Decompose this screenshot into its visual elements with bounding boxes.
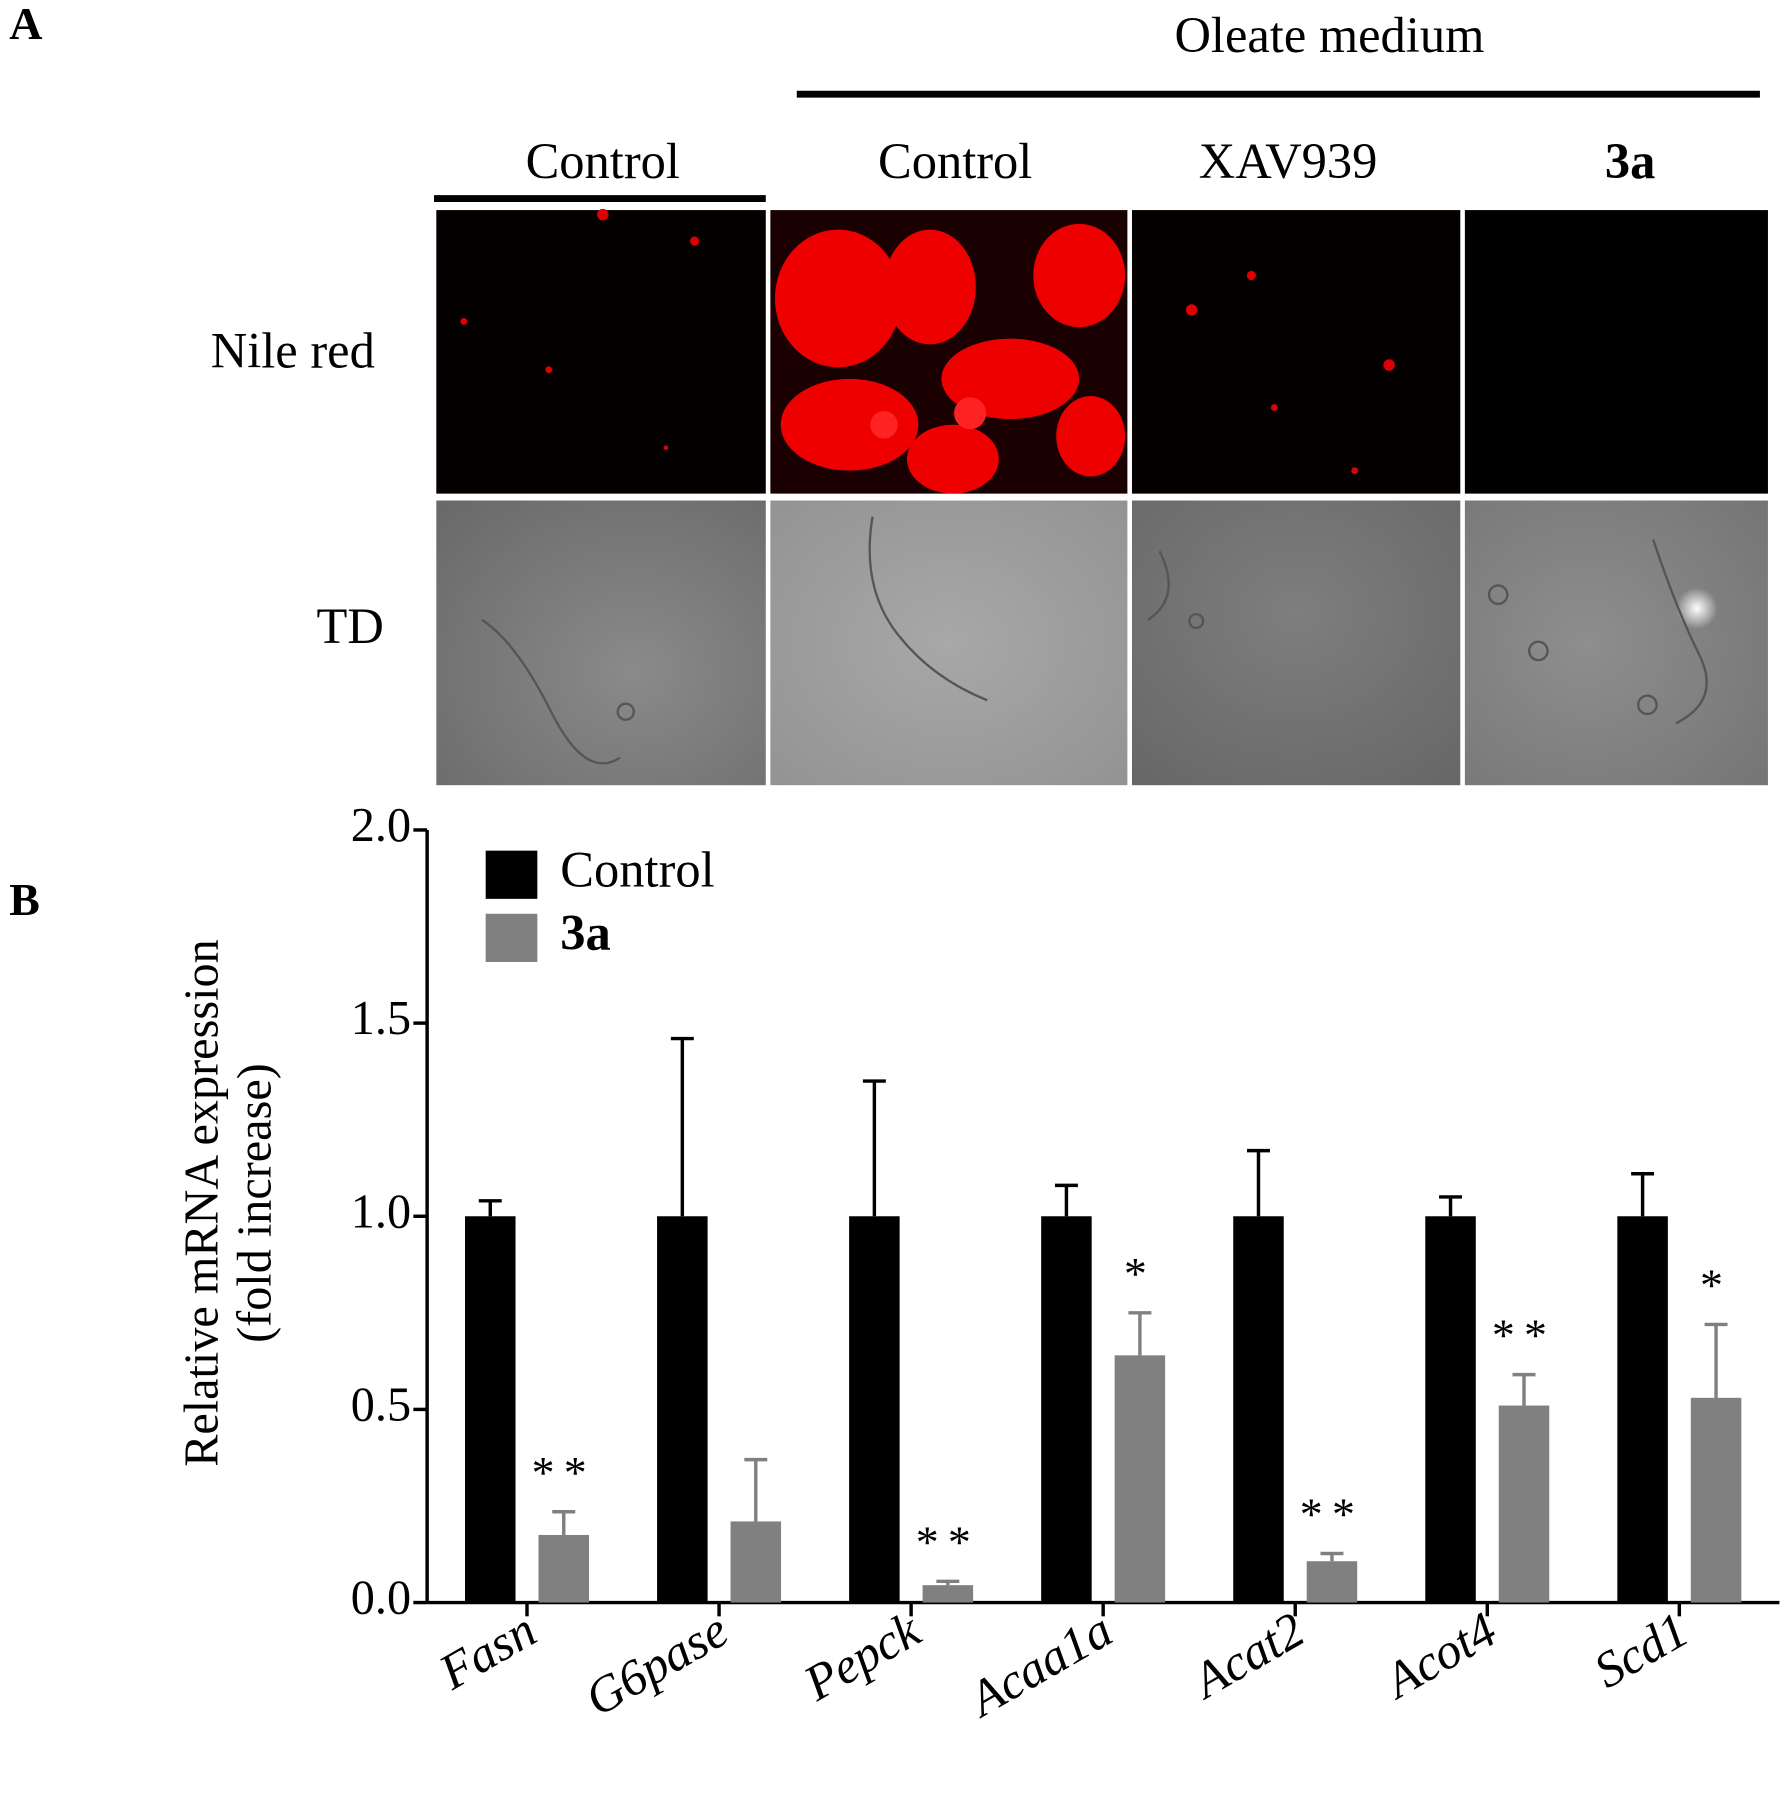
- image: [1464, 500, 1768, 786]
- bar: [538, 1534, 589, 1603]
- y-axis-label-line: Relative mRNA expression: [176, 939, 229, 1466]
- bar: [465, 1216, 516, 1603]
- column-label: Control: [526, 133, 680, 189]
- droplets: [460, 208, 700, 450]
- bar: [657, 1216, 708, 1603]
- bar: [1498, 1405, 1550, 1603]
- image: [1464, 210, 1768, 494]
- row-label: Nile red: [211, 322, 375, 378]
- cell-outlines: [481, 516, 1708, 765]
- image: [436, 500, 766, 786]
- y-tick-label: 0.5: [351, 1378, 411, 1431]
- bar: [730, 1521, 782, 1603]
- column-label: Control: [878, 133, 1032, 189]
- significance: *: [1700, 1260, 1732, 1311]
- bar: [1233, 1216, 1284, 1603]
- legend-swatch: [485, 850, 538, 899]
- image: [770, 500, 1128, 786]
- droplets: [1185, 270, 1395, 475]
- significance: **: [916, 1516, 980, 1567]
- row-label: TD: [317, 598, 384, 654]
- bar: [1425, 1216, 1476, 1603]
- cells: [774, 223, 1126, 494]
- legend-label: Control: [560, 841, 714, 897]
- image: [1131, 500, 1461, 786]
- significance: **: [1492, 1310, 1556, 1361]
- x-tick-label: Acaa1a: [957, 1601, 1121, 1728]
- bar: [1306, 1561, 1358, 1603]
- column-label: XAV939: [1199, 133, 1378, 189]
- bar-chart: 0.0 0.5 1.0 1.5 2.0 Relative mRNA expression(…: [176, 799, 1780, 1728]
- bar: [1617, 1216, 1668, 1603]
- panel-label: A: [9, 0, 42, 49]
- legend-label: 3a: [560, 904, 611, 960]
- x-tick-label: G6pase: [576, 1601, 738, 1727]
- bar: [1114, 1355, 1166, 1603]
- bar: [1041, 1216, 1092, 1603]
- group-label: Oleate medium: [1174, 7, 1484, 63]
- bar: [1690, 1397, 1742, 1603]
- significance: **: [532, 1447, 596, 1498]
- image: [1131, 210, 1461, 494]
- x-tick-label: Pepck: [794, 1600, 931, 1711]
- x-tick-label: Acot4: [1373, 1601, 1506, 1710]
- y-tick-label: 1.5: [351, 992, 411, 1045]
- y-axis-label: Relative mRNA expression(fold increase): [176, 939, 282, 1466]
- bar: [849, 1216, 900, 1603]
- image: [436, 210, 766, 494]
- bright-spot: [1676, 587, 1718, 630]
- y-tick-label: 0.0: [351, 1572, 411, 1625]
- column-label: 3a: [1605, 133, 1656, 189]
- significance: *: [1124, 1248, 1156, 1299]
- y-axis-label-line: (fold increase): [229, 1063, 282, 1343]
- panel-label: B: [9, 874, 40, 925]
- x-tick-label: Acat2: [1181, 1601, 1314, 1710]
- micrographs: [436, 208, 1768, 786]
- legend-swatch: [485, 913, 538, 962]
- significance: **: [1300, 1489, 1364, 1540]
- bar: [922, 1585, 974, 1603]
- y-tick-label: 1.0: [351, 1185, 411, 1238]
- y-tick-label: 2.0: [351, 799, 411, 852]
